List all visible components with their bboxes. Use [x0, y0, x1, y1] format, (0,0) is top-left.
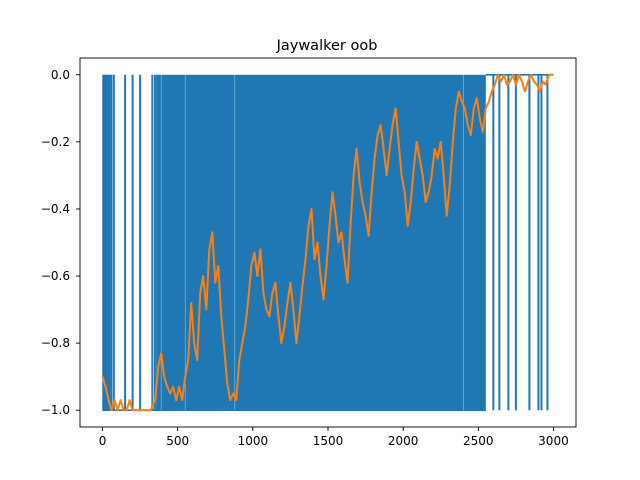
- plot-area: [101, 73, 554, 412]
- y-tick-label: −0.8: [41, 336, 70, 350]
- smoothed-series: [101, 73, 554, 412]
- raw-dense-band: [156, 74, 486, 411]
- y-tick-label: −0.4: [41, 202, 70, 216]
- x-tick-label: 2500: [463, 434, 494, 448]
- y-axis: 0.0 −0.2 −0.4 −0.6 −0.8 −1.0: [41, 68, 80, 417]
- x-tick-label: 3000: [538, 434, 569, 448]
- x-tick-label: 1000: [238, 434, 269, 448]
- chart-title: Jaywalker oob: [276, 38, 378, 54]
- x-tick-label: 2000: [388, 434, 419, 448]
- x-tick-label: 500: [166, 434, 189, 448]
- y-tick-label: 0.0: [51, 68, 70, 82]
- y-tick-label: −1.0: [41, 403, 70, 417]
- y-tick-label: −0.2: [41, 135, 70, 149]
- raw-series: [102, 73, 554, 412]
- x-tick-label: 1500: [313, 434, 344, 448]
- y-tick-label: −0.6: [41, 269, 70, 283]
- x-axis: 0 500 1000 1500 2000 2500 3000: [99, 427, 569, 448]
- x-tick-label: 0: [99, 434, 107, 448]
- smoothed-line: [101, 73, 554, 412]
